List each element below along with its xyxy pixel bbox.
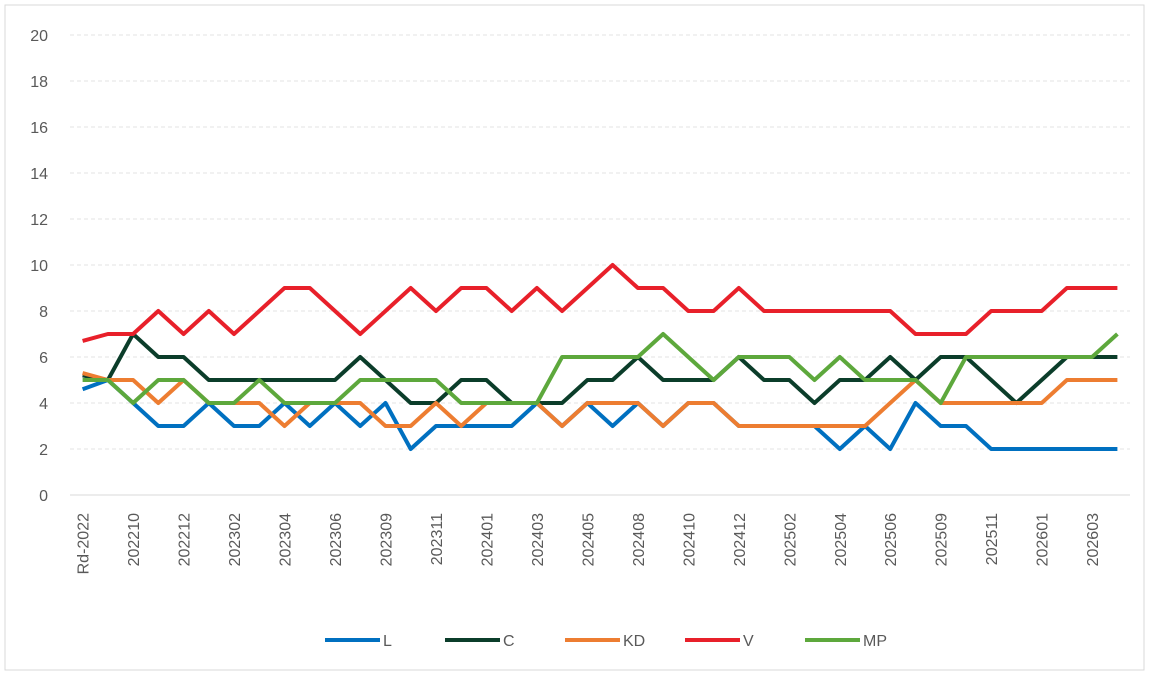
x-tick-label: 202405	[580, 513, 597, 566]
x-tick-label: 202511	[984, 513, 1001, 565]
legend-label: V	[743, 633, 754, 650]
legend-label: L	[383, 633, 392, 650]
series-line	[82, 332, 1118, 405]
x-tick-label: 202509	[934, 513, 951, 566]
series-line	[82, 332, 1119, 405]
x-tick-label: 202403	[530, 513, 547, 566]
y-tick-label: 6	[39, 350, 48, 367]
x-tick-label: 202306	[328, 513, 345, 566]
x-tick-label: Rd-2022	[76, 513, 93, 574]
series-line	[82, 263, 1118, 343]
y-tick-label: 18	[30, 74, 48, 91]
x-tick-label: 202504	[833, 513, 850, 566]
x-tick-label: 202408	[631, 513, 648, 566]
legend-label: MP	[863, 633, 887, 650]
x-tick-label: 202506	[883, 513, 900, 566]
series-line	[81, 378, 1118, 451]
x-tick-label: 202410	[681, 513, 698, 566]
x-tick-label: 202302	[227, 513, 244, 566]
x-tick-label: 202311	[429, 513, 446, 565]
x-tick-label: 202304	[278, 513, 295, 566]
x-tick-label: 202212	[177, 513, 194, 566]
x-tick-label: 202601	[1035, 513, 1052, 566]
x-tick-label: 202210	[126, 513, 143, 566]
x-tick-label: 202309	[378, 513, 395, 566]
chart-frame	[4, 4, 1145, 671]
y-tick-label: 0	[39, 488, 48, 505]
x-tick-label: 202502	[782, 513, 799, 566]
series-line	[82, 371, 1118, 428]
x-tick-label: 202603	[1085, 513, 1102, 566]
y-tick-label: 14	[30, 166, 48, 183]
x-tick-label: 202401	[479, 513, 496, 566]
y-tick-label: 12	[30, 212, 48, 229]
legend-label: KD	[623, 633, 645, 650]
y-tick-label: 8	[39, 304, 48, 321]
x-tick-label: 202412	[732, 513, 749, 566]
y-tick-label: 20	[30, 28, 48, 45]
y-tick-label: 4	[39, 396, 48, 413]
y-tick-label: 16	[30, 120, 48, 137]
y-tick-label: 2	[39, 442, 48, 459]
y-tick-label: 10	[30, 258, 48, 275]
legend-label: C	[503, 633, 515, 650]
